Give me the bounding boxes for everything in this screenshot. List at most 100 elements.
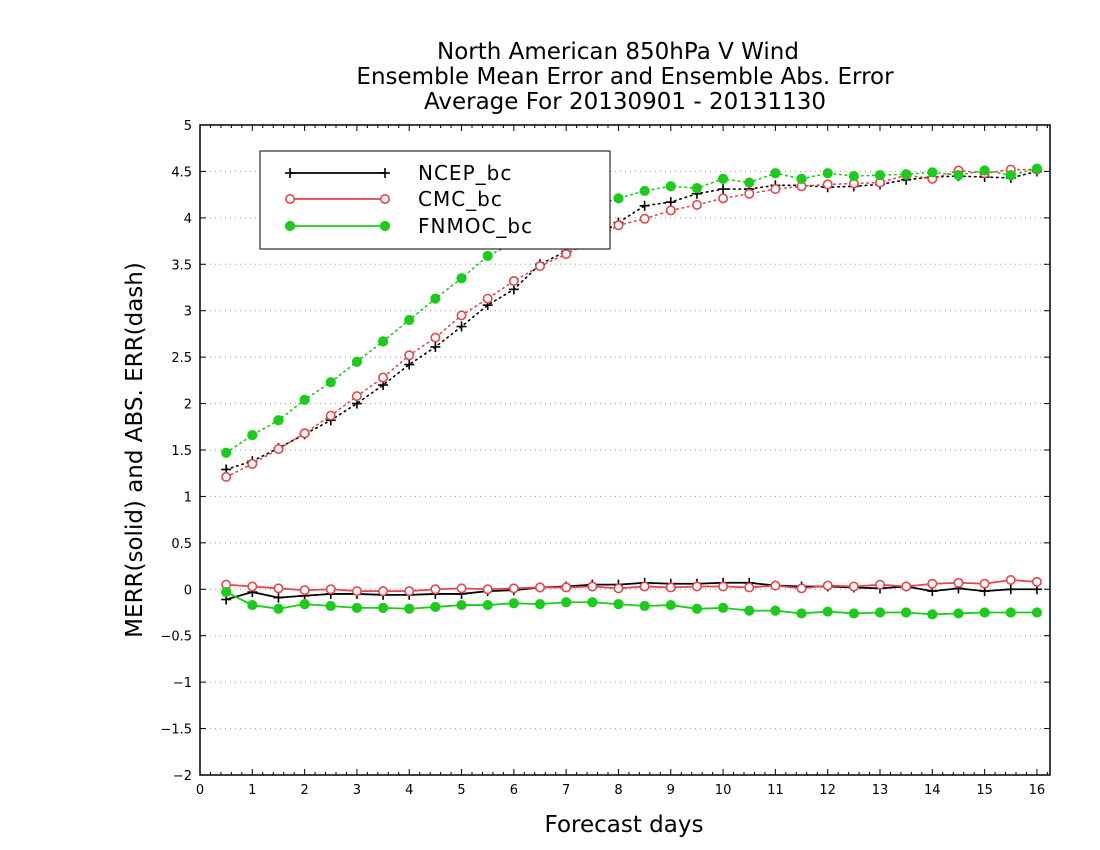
abs-err-point-cmc-bc bbox=[378, 372, 389, 383]
mean-err-point-fnmoc-bc bbox=[717, 602, 729, 613]
x-tick-label: 11 bbox=[767, 783, 784, 798]
x-tick-label: 9 bbox=[667, 783, 675, 798]
mean-err-point-fnmoc-bc bbox=[665, 599, 676, 611]
mean-err-point-cmc-bc bbox=[901, 581, 912, 592]
abs-err-point-fnmoc-bc bbox=[482, 250, 493, 262]
y-tick-label: 5 bbox=[184, 119, 192, 134]
abs-err-point-cmc-bc bbox=[404, 350, 415, 361]
mean-err-point-fnmoc-bc bbox=[404, 603, 415, 614]
mean-err-point-fnmoc-bc bbox=[639, 600, 650, 612]
mean-err-point-fnmoc-bc bbox=[744, 605, 755, 616]
mean-err-point-cmc-bc bbox=[744, 582, 755, 593]
x-tick-label: 12 bbox=[819, 783, 836, 798]
abs-err-point-fnmoc-bc bbox=[874, 170, 886, 181]
mean-err-point-fnmoc-bc bbox=[273, 603, 284, 614]
legend-label-fnmoc-bc: FNMOC_bc bbox=[418, 214, 533, 238]
mean-err-point-cmc-bc bbox=[691, 581, 702, 592]
mean-err-point-fnmoc-bc bbox=[874, 607, 886, 618]
legend-item-ncep-bc: NCEP_bc bbox=[285, 161, 511, 185]
mean-err-point-fnmoc-bc bbox=[1031, 607, 1043, 618]
legend-label-cmc-bc: CMC_bc bbox=[418, 187, 503, 211]
abs-err-point-fnmoc-bc bbox=[247, 430, 258, 441]
y-tick-label: 1 bbox=[184, 490, 192, 505]
x-tick-label: 14 bbox=[924, 783, 941, 798]
abs-err-point-fnmoc-bc bbox=[613, 193, 624, 204]
x-tick-label: 0 bbox=[196, 783, 204, 798]
x-axis-label: Forecast days bbox=[545, 812, 704, 838]
mean-err-point-cmc-bc bbox=[770, 580, 781, 591]
abs-err-point-cmc-bc bbox=[273, 444, 284, 455]
abs-err-point-fnmoc-bc bbox=[691, 183, 703, 194]
abs-err-point-ncep-bc bbox=[404, 359, 415, 370]
abs-err-point-ncep-bc bbox=[718, 184, 729, 195]
mean-err-point-cmc-bc bbox=[953, 577, 964, 588]
y-tick-label: −0.5 bbox=[160, 630, 192, 645]
abs-err-point-fnmoc-bc bbox=[953, 170, 964, 181]
mean-err-point-cmc-bc bbox=[665, 582, 676, 593]
x-tick-label: 10 bbox=[715, 783, 732, 798]
abs-err-point-fnmoc-bc bbox=[404, 314, 415, 326]
title-line-2: Ensemble Mean Error and Ensemble Abs. Er… bbox=[356, 64, 894, 90]
abs-err-point-ncep-bc bbox=[508, 284, 519, 295]
mean-err-point-fnmoc-bc bbox=[613, 599, 624, 610]
mean-err-point-cmc-bc bbox=[822, 580, 833, 591]
gridlines bbox=[200, 170, 1050, 730]
abs-err-point-cmc-bc bbox=[665, 205, 676, 216]
x-tick-label: 8 bbox=[614, 783, 622, 798]
series-cmc-bc bbox=[221, 164, 1042, 597]
abs-err-point-fnmoc-bc bbox=[273, 415, 284, 426]
mean-err-point-cmc-bc bbox=[561, 582, 572, 593]
y-tick-label: 2 bbox=[184, 398, 192, 413]
mean-err-point-cmc-bc bbox=[718, 581, 729, 592]
abs-err-point-ncep-bc bbox=[456, 321, 467, 332]
y-tick-label: −2 bbox=[173, 769, 192, 784]
abs-err-point-fnmoc-bc bbox=[639, 185, 650, 197]
mean-err-point-fnmoc-bc bbox=[1005, 607, 1016, 618]
mean-err-point-cmc-bc bbox=[874, 579, 885, 590]
abs-err-point-cmc-bc bbox=[351, 391, 362, 402]
mean-err-point-cmc-bc bbox=[979, 578, 990, 589]
mean-err-point-cmc-bc bbox=[456, 583, 467, 594]
mean-err-point-cmc-bc bbox=[927, 578, 938, 589]
y-tick-label: 4.5 bbox=[171, 165, 192, 180]
y-tick-label: 0.5 bbox=[171, 537, 192, 552]
abs-err-point-fnmoc-bc bbox=[351, 356, 363, 367]
mean-err-point-cmc-bc bbox=[848, 581, 859, 592]
abs-err-point-fnmoc-bc bbox=[299, 394, 310, 405]
abs-err-point-cmc-bc bbox=[247, 458, 258, 469]
abs-err-point-ncep-bc bbox=[639, 200, 650, 211]
mean-err-point-cmc-bc bbox=[1031, 576, 1042, 587]
abs-err-point-ncep-bc bbox=[665, 197, 676, 208]
abs-err-point-fnmoc-bc bbox=[456, 273, 467, 284]
abs-err-point-cmc-bc bbox=[744, 188, 755, 199]
mean-err-point-cmc-bc bbox=[430, 584, 441, 595]
mean-err-point-fnmoc-bc bbox=[822, 606, 833, 617]
mean-err-point-fnmoc-bc bbox=[482, 599, 493, 611]
mean-err-point-cmc-bc bbox=[796, 583, 807, 594]
abs-err-point-cmc-bc bbox=[430, 332, 441, 343]
chart-title: North American 850hPa V Wind Ensemble Me… bbox=[356, 39, 894, 115]
y-tick-label: 2.5 bbox=[171, 351, 192, 366]
x-tick-label: 6 bbox=[510, 783, 518, 798]
abs-err-point-fnmoc-bc bbox=[822, 168, 833, 179]
abs-err-point-ncep-bc bbox=[430, 341, 441, 352]
mean-err-point-cmc-bc bbox=[273, 583, 284, 594]
abs-err-point-fnmoc-bc bbox=[717, 173, 729, 184]
mean-err-point-fnmoc-bc bbox=[979, 607, 990, 618]
abs-err-point-fnmoc-bc bbox=[430, 293, 441, 304]
mean-err-point-cmc-bc bbox=[378, 586, 389, 597]
abs-err-point-cmc-bc bbox=[482, 293, 493, 304]
abs-err-line-cmc-bc bbox=[225, 168, 1038, 478]
abs-err-point-fnmoc-bc bbox=[901, 169, 912, 180]
legend-marker-start-ncep-bc bbox=[285, 168, 295, 178]
abs-err-point-fnmoc-bc bbox=[796, 173, 807, 184]
legend-marker-end-cmc-bc bbox=[379, 194, 390, 205]
mean-err-point-cmc-bc bbox=[404, 586, 415, 597]
mean-err-point-fnmoc-bc bbox=[299, 599, 310, 610]
mean-err-point-cmc-bc bbox=[587, 581, 598, 592]
x-tick-label: 3 bbox=[353, 783, 361, 798]
mean-err-point-fnmoc-bc bbox=[796, 608, 807, 619]
x-tick-label: 16 bbox=[1029, 783, 1046, 798]
mean-err-point-cmc-bc bbox=[639, 581, 650, 592]
